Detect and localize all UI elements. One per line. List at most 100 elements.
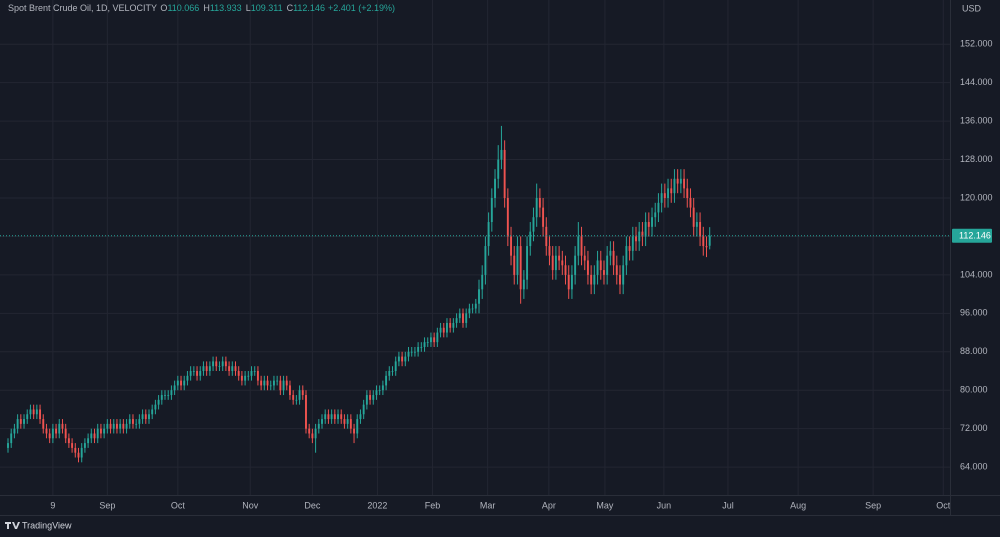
candle-body: [413, 351, 416, 353]
candle-body: [622, 265, 625, 285]
candle-body: [446, 322, 448, 333]
candle-body: [311, 433, 314, 439]
candle-body: [381, 385, 384, 391]
candle-body: [375, 390, 378, 396]
candle-body: [522, 279, 525, 290]
candle-body: [654, 212, 657, 218]
candle-body: [42, 419, 45, 429]
candle-body: [503, 149, 506, 198]
candle-body: [670, 188, 673, 194]
candle-body: [420, 346, 423, 348]
candle-body: [39, 409, 42, 420]
candle-body: [510, 236, 513, 256]
candle-body: [567, 274, 570, 290]
last-price-label: 112.146: [959, 231, 991, 241]
candle-body: [247, 375, 250, 377]
candle-body: [676, 178, 679, 184]
candle-body: [429, 337, 432, 343]
candle-body: [151, 409, 154, 415]
candle-body: [308, 428, 311, 434]
candle-body: [157, 399, 160, 405]
candle-body: [708, 235, 711, 246]
candle-body: [487, 222, 490, 247]
candle-body: [317, 423, 320, 429]
candle-body: [574, 255, 577, 275]
candle-body: [359, 414, 362, 420]
candle-body: [378, 390, 381, 392]
grid: [0, 0, 950, 495]
candle-body: [394, 361, 397, 372]
candle-body: [205, 366, 208, 372]
candle-body: [410, 351, 413, 353]
candle-body: [590, 274, 593, 285]
x-tick-label: Mar: [480, 500, 496, 510]
candle-body: [471, 308, 474, 310]
candle-body: [90, 433, 93, 439]
candle-body: [705, 246, 708, 248]
candle-body: [224, 361, 227, 367]
candle-body: [167, 395, 170, 396]
candle-body: [365, 395, 368, 405]
candle-body: [292, 395, 295, 400]
candle-body: [583, 255, 586, 261]
y-tick-label: 64.000: [960, 462, 988, 472]
candle-body: [586, 260, 589, 275]
x-tick-label: May: [596, 500, 614, 510]
candle-body: [404, 356, 407, 362]
candle-body: [692, 207, 695, 227]
change: +2.401 (+2.19%): [327, 3, 396, 13]
y-tick-label: 128.000: [960, 154, 993, 164]
candle-body: [7, 443, 9, 448]
candle-body: [644, 222, 647, 237]
symbol: Spot Brent Crude Oil, 1D, VELOCITY: [8, 3, 157, 13]
currency-label: USD: [962, 3, 982, 13]
candle-body: [609, 250, 612, 256]
candle-body: [564, 265, 567, 275]
candle-body: [221, 361, 224, 367]
candle-body: [638, 231, 641, 242]
candle-body: [58, 423, 61, 434]
candle-body: [19, 419, 22, 424]
candle-body: [500, 149, 503, 160]
candle-body: [333, 414, 336, 420]
candle-body: [176, 380, 179, 386]
candle-body: [237, 371, 240, 376]
candle-body: [26, 414, 29, 420]
candle-body: [542, 207, 545, 227]
candle-body: [16, 419, 19, 429]
candle-body: [10, 433, 13, 444]
candle-body: [67, 438, 70, 444]
candle-body: [77, 452, 80, 458]
candle-body: [208, 366, 211, 372]
candle-body: [279, 380, 282, 391]
x-tick-label: Aug: [790, 500, 806, 510]
ohlc-label: O: [160, 3, 168, 13]
candle-body: [439, 327, 442, 333]
candle-body: [218, 366, 221, 368]
candle-body: [506, 198, 509, 237]
candle-body: [128, 419, 131, 424]
candle-body: [87, 438, 90, 444]
candle-body: [215, 361, 218, 367]
candle-body: [170, 390, 173, 396]
candle-body: [369, 395, 372, 400]
x-tick-label: Sep: [865, 500, 881, 510]
candle-body: [657, 202, 660, 213]
candle-body: [651, 217, 653, 227]
candle-body: [269, 385, 272, 387]
candle-body: [647, 222, 650, 227]
candle-body: [160, 395, 163, 400]
candle-body: [577, 236, 580, 256]
candle-body: [519, 246, 522, 290]
ohlc-value: 109.311: [250, 3, 283, 13]
candle-body: [115, 423, 118, 429]
candle-body: [48, 433, 51, 439]
candle-body: [132, 419, 134, 424]
x-tick-label: Oct: [171, 500, 186, 510]
legend-header: Spot Brent Crude Oil, 1D, VELOCITY O110.…: [8, 3, 398, 13]
x-tick-label: Jul: [722, 500, 734, 510]
candle-body: [298, 390, 301, 400]
ohlc-label: L: [245, 3, 251, 13]
candle-body: [388, 371, 391, 376]
candle-body: [228, 366, 231, 372]
